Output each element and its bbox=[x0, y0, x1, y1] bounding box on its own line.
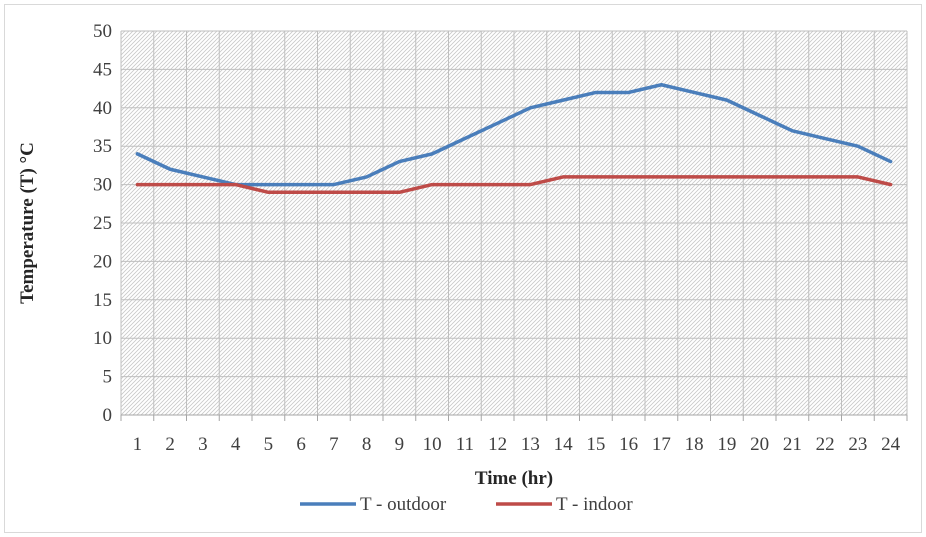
x-tick-label: 8 bbox=[362, 434, 372, 455]
x-tick-label: 12 bbox=[488, 434, 507, 455]
x-tick-label: 20 bbox=[750, 434, 769, 455]
y-tick-label: 25 bbox=[93, 213, 112, 234]
y-tick-label: 5 bbox=[103, 367, 113, 388]
y-tick-label: 35 bbox=[93, 136, 112, 157]
x-tick-label: 15 bbox=[586, 434, 605, 455]
x-tick-label: 24 bbox=[881, 434, 901, 455]
x-tick-label: 3 bbox=[198, 434, 208, 455]
x-tick-label: 1 bbox=[133, 434, 143, 455]
x-tick-label: 22 bbox=[816, 434, 835, 455]
y-tick-label: 45 bbox=[93, 59, 112, 80]
x-tick-label: 10 bbox=[423, 434, 442, 455]
legend: T - outdoor T - indoor bbox=[300, 494, 633, 515]
x-tick-label: 14 bbox=[554, 434, 574, 455]
x-tick-label: 2 bbox=[165, 434, 175, 455]
x-tick-label: 7 bbox=[329, 434, 339, 455]
y-tick-label: 15 bbox=[93, 290, 112, 311]
y-tick-label: 50 bbox=[93, 21, 112, 42]
x-tick-label: 17 bbox=[652, 434, 671, 455]
x-tick-label: 18 bbox=[685, 434, 704, 455]
x-tick-label: 6 bbox=[296, 434, 306, 455]
x-tick-label: 21 bbox=[783, 434, 802, 455]
legend-label-indoor: T - indoor bbox=[556, 494, 633, 515]
y-tick-label: 20 bbox=[93, 251, 112, 272]
y-tick-label: 40 bbox=[93, 98, 112, 119]
x-tick-label: 19 bbox=[717, 434, 736, 455]
series-line-outdoor bbox=[135, 83, 893, 187]
x-tick-label: 16 bbox=[619, 434, 638, 455]
x-tick-label: 13 bbox=[521, 434, 540, 455]
x-tick-label: 4 bbox=[231, 434, 241, 455]
y-tick-label: 0 bbox=[103, 405, 113, 426]
x-axis-title: Time (hr) bbox=[475, 468, 553, 489]
x-tick-label: 23 bbox=[848, 434, 867, 455]
y-axis-title: Temperature (T) °C bbox=[17, 142, 38, 304]
x-tick-label: 9 bbox=[395, 434, 405, 455]
y-tick-label: 10 bbox=[93, 328, 112, 349]
x-tick-label: 11 bbox=[456, 434, 474, 455]
y-tick-label: 30 bbox=[93, 175, 112, 196]
chart-frame bbox=[4, 4, 922, 533]
x-tick-label: 5 bbox=[264, 434, 274, 455]
legend-label-outdoor: T - outdoor bbox=[360, 494, 447, 515]
series-line-indoor bbox=[135, 175, 893, 195]
